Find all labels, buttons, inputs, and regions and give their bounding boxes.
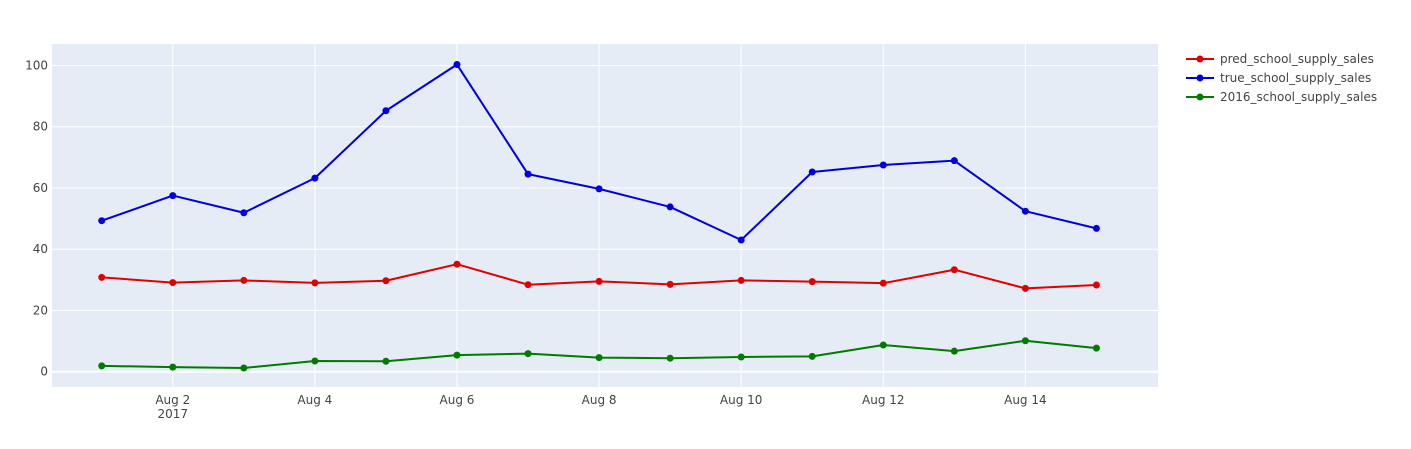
data-point [382,357,390,365]
y-tick-label: 40 [33,242,48,256]
legend-item[interactable]: pred_school_supply_sales [1186,52,1374,66]
data-point [1021,337,1029,345]
legend-label: pred_school_supply_sales [1220,52,1374,66]
data-point [595,185,603,193]
data-point [240,276,248,284]
x-tick-label: Aug 6 [440,393,475,407]
data-point [666,280,674,288]
legend-label: true_school_supply_sales [1220,71,1371,85]
data-point [737,236,745,244]
data-point [524,170,532,178]
data-point [169,363,177,371]
data-point [1021,207,1029,215]
data-point [879,279,887,287]
data-point [311,174,319,182]
x-tick-label: Aug 2 [155,393,190,407]
legend-marker [1196,55,1204,63]
y-tick-label: 100 [25,58,48,72]
data-point [169,192,177,200]
series-true_school_supply_sales [98,61,1100,244]
data-point [666,354,674,362]
data-point [1092,344,1100,352]
data-point [950,347,958,355]
data-point [524,281,532,289]
data-point [382,277,390,285]
data-point [240,364,248,372]
legend[interactable]: pred_school_supply_sales true_school_supp… [1186,52,1377,104]
data-point [169,279,177,287]
legend-item[interactable]: 2016_school_supply_sales [1186,90,1377,104]
data-point [453,61,461,69]
data-point [950,266,958,274]
series-pred_school_supply_sales [98,260,1100,292]
y-tick-label: 60 [33,181,48,195]
x-tick-label: Aug 14 [1004,393,1047,407]
data-point [666,203,674,211]
data-point [808,278,816,286]
data-point [808,168,816,176]
series-2016_school_supply_sales [98,337,1100,372]
data-point [98,217,106,225]
data-point [240,209,248,217]
data-point [524,350,532,358]
data-point [453,260,461,268]
data-point [311,357,319,365]
plot-background [52,44,1158,387]
x-tick-sublabel: 2017 [158,407,189,421]
data-point [737,353,745,361]
data-point [595,277,603,285]
data-point [98,362,106,370]
data-point [382,107,390,115]
data-point [1021,284,1029,292]
data-point [950,157,958,165]
data-point [311,279,319,287]
legend-label: 2016_school_supply_sales [1220,90,1377,104]
data-point [1092,281,1100,289]
y-tick-label: 80 [33,120,48,134]
data-point [453,351,461,359]
y-tick-label: 20 [33,303,48,317]
x-tick-label: Aug 8 [582,393,617,407]
x-tick-label: Aug 4 [297,393,332,407]
series-layer [98,61,1100,372]
x-tick-label: Aug 12 [862,393,905,407]
data-point [879,161,887,169]
data-point [879,341,887,349]
grid-layer [52,44,1158,387]
data-point [595,354,603,362]
x-tick-label: Aug 10 [720,393,763,407]
data-point [1092,224,1100,232]
y-tick-label: 0 [40,365,48,379]
legend-marker [1196,74,1204,82]
data-point [808,352,816,360]
data-point [98,273,106,281]
legend-marker [1196,93,1204,101]
data-point [737,276,745,284]
legend-item[interactable]: true_school_supply_sales [1186,71,1371,85]
